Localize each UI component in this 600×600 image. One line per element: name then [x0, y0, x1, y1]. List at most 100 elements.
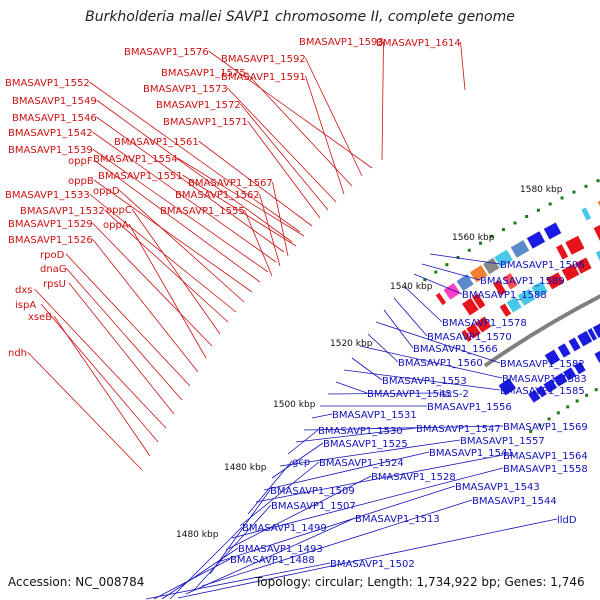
gene-label-forward: BMASAVP1_1555 [160, 206, 245, 217]
scale-labels: 1480 kbp 1480 kbp 1500 kbp 1520 kbp 1540 kbp… [176, 185, 563, 540]
label-leader [239, 461, 320, 527]
gene-label-forward: BMASAVP1_1571 [163, 117, 248, 128]
scale-tick [556, 411, 560, 415]
gene-feature [563, 367, 577, 381]
gene-label-forward: BMASAVP1_1575 [161, 68, 246, 79]
gene-feature [493, 280, 507, 296]
gene-feature [575, 257, 592, 274]
gene-feature [546, 272, 564, 290]
gene-feature [565, 235, 585, 255]
label-leader [128, 223, 207, 359]
gene-label-reverse: BMASAVP1_1582 [500, 359, 585, 370]
gene-label-reverse: BMASAVP1_1578 [442, 318, 527, 329]
label-leader [393, 297, 428, 337]
gene-label-forward: BMASAVP1_1549 [12, 96, 97, 107]
gene-label-forward: BMASAVP1_1533 [5, 190, 90, 201]
gene-feature [581, 207, 592, 221]
gene-feature [561, 263, 580, 281]
label-leader [92, 238, 199, 373]
label-leader [460, 41, 466, 91]
label-leader [208, 50, 373, 169]
gene-feature [594, 350, 600, 363]
accession-text: Accession: NC_008784 [8, 575, 145, 589]
gene-label-reverse: BMASAVP1_1547 [416, 424, 501, 435]
gene-label-reverse: BMASAVP1_1525 [323, 439, 408, 450]
scale-tick [566, 405, 570, 409]
label-leader [217, 485, 456, 563]
gene-feature [568, 337, 581, 352]
scale-tick [572, 190, 576, 194]
gene-label-reverse: BMASAVP1_1493 [238, 544, 323, 555]
label-leader [287, 429, 319, 455]
label-leader [118, 189, 245, 303]
gene-label-forward: BMASAVP1_1573 [143, 84, 228, 95]
scale-tick [585, 393, 589, 397]
gene-label-forward: BMASAVP1_1542 [8, 128, 93, 139]
label-leader [375, 321, 501, 364]
gene-label-reverse: BMASAVP1_1513 [355, 514, 440, 525]
label-leader [40, 303, 159, 443]
label-leader [93, 179, 253, 293]
gene-feature [435, 292, 447, 306]
label-leader [429, 253, 501, 265]
gene-feature [494, 249, 513, 268]
label-leader [303, 425, 504, 431]
gene-label-reverse: BMASAVP1_1558 [503, 464, 588, 475]
scale-label: 1540 kbp [390, 282, 433, 292]
gene-label-reverse: iscS-2 [439, 389, 469, 400]
gene-feature [443, 282, 461, 300]
gene-label-forward: ndh [8, 348, 27, 359]
gene-label-reverse: BMASAVP1_1585 [500, 386, 585, 397]
gene-label-reverse: BMASAVP1_1507 [271, 501, 356, 512]
gene-label-reverse: BMASAVP1_1588 [462, 290, 547, 301]
gene-feature [506, 296, 522, 313]
label-leader [53, 315, 151, 457]
gene-label-forward: BMASAVP1_1551 [98, 171, 183, 182]
gene-feature [577, 330, 593, 347]
scale-tick [513, 221, 517, 225]
label-leader [65, 253, 191, 387]
gene-label-forward: rpsU [43, 279, 66, 290]
label-leader [68, 282, 175, 415]
label-leader [381, 40, 384, 161]
gene-feature [462, 297, 479, 316]
gene-label-forward: oppB [68, 176, 94, 187]
gene-feature [510, 240, 530, 258]
gene-label-forward: BMASAVP1_1546 [12, 113, 97, 124]
gene-feature [499, 303, 512, 317]
scale-label: 1480 kbp [224, 463, 267, 473]
label-leader [244, 209, 273, 277]
label-leader [193, 504, 272, 591]
gene-label-forward: BMASAVP1_1554 [93, 154, 178, 165]
gene-label-reverse: BMASAVP1_1557 [460, 436, 545, 447]
scale-tick [529, 429, 533, 433]
label-leader [247, 460, 293, 515]
gene-label-reverse: BMASAVP1_1524 [319, 458, 404, 469]
gene-label-reverse: BMASAVP1_1543 [455, 482, 540, 493]
gene-label-forward: BMASAVP1_1539 [8, 145, 93, 156]
label-leader [65, 267, 183, 401]
scale-tick [479, 241, 483, 245]
label-leader [185, 517, 356, 595]
map-title: Burkholderia mallei SAVP1 chromosome II,… [85, 9, 515, 25]
gene-feature [475, 316, 492, 333]
gene-label-forward: xseB [28, 312, 52, 323]
label-leader [263, 451, 430, 491]
scale-tick [584, 184, 588, 188]
gene-feature [573, 361, 586, 375]
label-leader [295, 427, 417, 443]
gene-feature [597, 200, 600, 207]
label-leader [279, 439, 461, 467]
gene-label-reverse: BMASAVP1_1488 [230, 555, 315, 566]
label-leader [271, 442, 324, 479]
scale-tick [596, 179, 600, 183]
gene-label-forward: oppA [103, 220, 129, 231]
gene-label-reverse: BMASAVP1_1569 [503, 422, 588, 433]
label-leader [359, 345, 503, 379]
label-leaders [27, 40, 558, 600]
label-leader [335, 381, 368, 394]
scale-tick [501, 228, 505, 232]
gene-label-forward: BMASAVP1_1552 [5, 78, 90, 89]
label-leader [351, 357, 383, 381]
